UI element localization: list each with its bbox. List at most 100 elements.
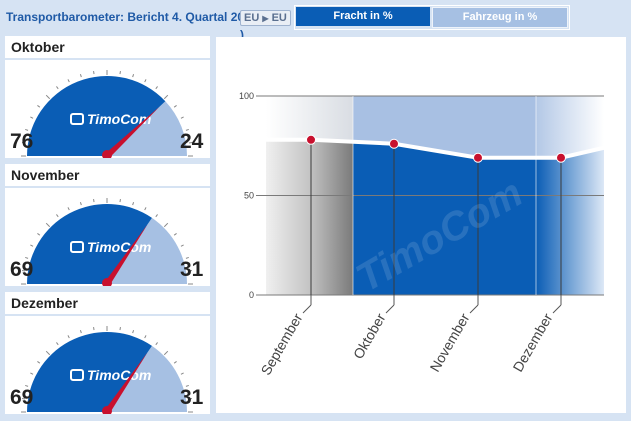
gauge-tick	[30, 116, 34, 119]
gauge-november: TimoCom 69 31	[5, 188, 210, 286]
gauge-tick	[37, 105, 41, 108]
chart-area	[266, 139, 604, 295]
gauge-tick	[185, 256, 189, 259]
chart-area-right	[536, 139, 604, 295]
gauge-tick	[30, 244, 34, 247]
gauge-needle	[104, 106, 160, 158]
region-close-paren: )	[240, 28, 244, 42]
data-point	[473, 152, 483, 163]
region-to: EU	[271, 12, 287, 24]
gauge-tick	[79, 202, 82, 206]
logo-icon	[70, 369, 84, 381]
gauge-needle	[104, 352, 148, 414]
gauge-tick	[180, 244, 184, 247]
region-selector[interactable]: EU ▶ EU )	[240, 8, 292, 42]
data-point	[389, 138, 399, 149]
arrow-icon: ▶	[262, 14, 269, 23]
chart-area-left	[266, 139, 353, 295]
gauge-fracht-segment	[27, 75, 166, 156]
gauge-tick	[37, 361, 41, 364]
gauge-fracht-segment	[27, 332, 152, 412]
x-label-leader	[469, 304, 479, 314]
x-tick-label: November	[426, 310, 472, 374]
line-chart-panel: 0 50 100 September Oktober November Dezember Ti…	[216, 37, 626, 413]
gauge-fracht-value: 69	[10, 258, 34, 281]
y-tick-label: 0	[249, 290, 254, 300]
gauge-tick	[144, 335, 147, 339]
x-tick-label: Oktober	[350, 310, 389, 361]
month-label-dezember: Dezember	[5, 292, 210, 314]
gauge-tick	[132, 202, 135, 206]
gauge-tick	[185, 384, 189, 387]
tab-fahrzeug[interactable]: Fahrzeug in %	[432, 7, 568, 28]
x-tick-label: September	[257, 310, 305, 378]
timocom-logo: TimoCom	[70, 111, 151, 127]
header: Transportbarometer: Bericht 4. Quartal 2…	[0, 0, 631, 42]
gauge-tick	[180, 372, 184, 375]
gauge-tick	[180, 116, 184, 119]
gauge-tick	[25, 128, 29, 131]
gauge-tick	[79, 330, 82, 334]
gauge-needle	[104, 224, 148, 286]
x-label-leader	[552, 304, 562, 314]
gauge-dezember: TimoCom 69 31	[5, 316, 210, 414]
tab-frame	[294, 5, 570, 30]
x-label-leader	[302, 304, 312, 314]
gauge-tick	[37, 233, 41, 236]
gauge-fracht-value: 76	[10, 130, 34, 153]
gauge-tick	[163, 94, 169, 100]
gauge-fahrzeug-value: 31	[180, 386, 204, 409]
gauge-tick	[132, 330, 135, 334]
gauge-tick	[67, 207, 70, 211]
gauge-needle-hub	[102, 150, 112, 158]
logo-icon	[70, 113, 84, 125]
gauge-tick	[155, 214, 158, 218]
gauge-tick	[56, 214, 59, 218]
gauge-tick	[25, 384, 29, 387]
month-label-oktober: Oktober	[5, 36, 210, 58]
gauge-tick	[173, 361, 177, 364]
gauge-needle-hub	[102, 278, 112, 286]
logo-text: TimoCom	[87, 239, 151, 255]
gauge-fahrzeug-value: 31	[180, 258, 204, 281]
logo-icon	[70, 241, 84, 253]
gauge-tick	[163, 222, 169, 228]
chart-area-mid	[353, 139, 536, 295]
y-tick-label: 50	[244, 191, 254, 201]
gauge-tick	[132, 74, 135, 78]
data-point	[556, 152, 566, 163]
gauge-fracht-segment	[27, 204, 152, 284]
gauge-tick	[45, 222, 51, 228]
gauge-oktober: TimoCom 76 24	[5, 60, 210, 158]
gauge-tick	[45, 350, 51, 356]
logo-text: TimoCom	[87, 111, 151, 127]
gauge-fahrzeug-segment	[107, 101, 187, 156]
x-tick-label: Dezember	[509, 310, 555, 374]
gauge-tick	[155, 86, 158, 90]
gauge-tick	[56, 342, 59, 346]
page-title: Transportbarometer: Bericht 4. Quartal 2…	[6, 10, 265, 24]
region-badge[interactable]: EU ▶ EU	[240, 10, 291, 26]
gauge-fahrzeug-segment	[107, 217, 187, 284]
region-from: EU	[244, 12, 260, 24]
tab-fracht[interactable]: Fracht in %	[296, 7, 430, 26]
gauge-tick	[155, 342, 158, 346]
gauge-tick	[67, 79, 70, 83]
x-label-leader	[385, 304, 395, 314]
gauge-chart: TimoCom	[21, 198, 193, 286]
y-tick-label: 100	[239, 91, 254, 101]
gauge-tick	[79, 74, 82, 78]
gauge-tick	[144, 207, 147, 211]
logo-text: TimoCom	[87, 367, 151, 383]
gauge-tick	[56, 86, 59, 90]
gauge-chart: TimoCom	[21, 326, 193, 414]
gauge-fahrzeug-segment	[107, 345, 187, 412]
gauge-tick	[173, 105, 177, 108]
title-text: Transportbarometer: Bericht 4. Quartal 2…	[6, 10, 265, 24]
gauge-fracht-value: 69	[10, 386, 34, 409]
gauge-tick	[67, 335, 70, 339]
gauge-chart: TimoCom	[21, 70, 193, 158]
gauge-tick	[45, 94, 51, 100]
gauge-fahrzeug-value: 24	[180, 130, 204, 153]
